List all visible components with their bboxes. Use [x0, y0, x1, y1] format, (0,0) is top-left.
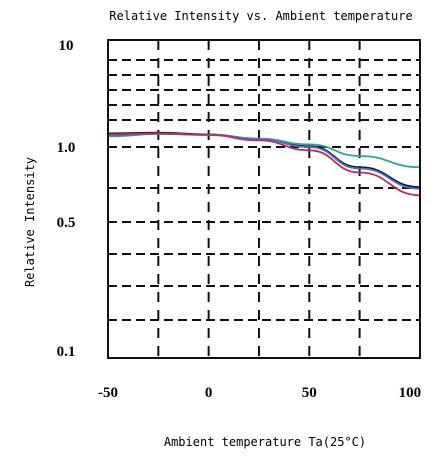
series-line-3: [107, 132, 421, 190]
y-tick-label: 1.0: [57, 140, 76, 156]
y-tick-label: 0.1: [57, 344, 76, 360]
x-tick-label: 100: [399, 385, 422, 401]
x-tick-label: 50: [302, 385, 317, 401]
x-tick-labels: -50 0 50 100: [98, 385, 421, 401]
x-axis-label: Ambient temperature Ta(25°C): [164, 435, 366, 449]
y-tick-labels: 10 1.0 0.5 0.1: [57, 38, 76, 360]
chart-title: Relative Intensity vs. Ambient temperatu…: [109, 9, 412, 23]
y-tick-label: 0.5: [57, 215, 76, 231]
series-line-4: [107, 132, 421, 197]
y-axis-label: Relative Intensity: [23, 157, 37, 287]
x-tick-label: -50: [98, 385, 118, 401]
series-group: [107, 131, 421, 197]
grid: [108, 40, 420, 358]
y-tick-label: 10: [59, 38, 74, 54]
x-tick-label: 0: [205, 385, 213, 401]
plot-frame: [107, 39, 421, 359]
